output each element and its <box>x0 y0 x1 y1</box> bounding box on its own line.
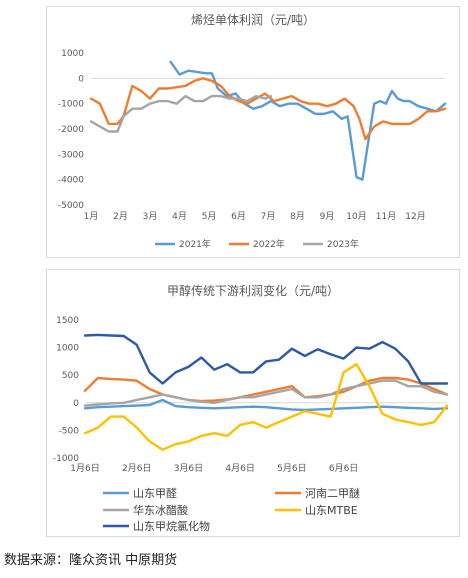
y-tick-label: -3000 <box>58 150 84 160</box>
legend-label: 山东甲醛 <box>133 486 177 500</box>
y-tick-label: -1000 <box>58 100 84 110</box>
legend-label: 2023年 <box>327 238 359 250</box>
series-line-2021年 <box>169 60 447 181</box>
y-tick-label: 0 <box>78 74 84 84</box>
y-tick-label: 1000 <box>56 344 79 354</box>
legend-label: 山东甲烷氯化物 <box>133 519 210 533</box>
series-line-2022年 <box>89 77 447 141</box>
y-tick-label: 1000 <box>61 49 84 59</box>
x-tick-label: 1月6日 <box>70 463 99 474</box>
y-tick-label: 0 <box>73 399 79 409</box>
x-tick-label: 3月 <box>143 211 158 222</box>
series-line-河南二甲醚 <box>83 376 449 403</box>
chart-panel-olefin-profit: 烯烃单体利润（元/吨） 1000 0 -1000 -2000 -3000 -4000 -500… <box>46 6 460 258</box>
x-tick-label: 7月 <box>261 211 276 222</box>
x-tick-label: 3月6日 <box>174 463 203 474</box>
chart-title: 甲醇传统下游利润变化（元/吨） <box>167 283 339 298</box>
series-line-山东甲醛 <box>83 398 449 412</box>
x-tick-label: 10月 <box>346 211 366 222</box>
y-tick-label: -4000 <box>58 176 84 186</box>
legend-label: 山东MTBE <box>305 504 358 517</box>
x-tick-label: 5月 <box>202 211 217 222</box>
x-tick-label: 2月6日 <box>122 463 151 474</box>
olefin-profit-chart: 烯烃单体利润（元/吨） 1000 0 -1000 -2000 -3000 -4000 -500… <box>58 13 447 250</box>
x-tick-label: 12月 <box>405 211 425 222</box>
x-tick-label: 6月 <box>231 211 246 222</box>
x-tick-label: 5月6日 <box>277 463 306 474</box>
x-tick-label: 8月 <box>290 211 305 222</box>
x-tick-label: 4月 <box>172 211 187 222</box>
x-tick-label: 11月 <box>376 211 396 222</box>
chart-panel-methanol-downstream: 甲醇传统下游利润变化（元/吨） 1500 1000 500 0 -500 -1000 1月6日… <box>46 269 460 537</box>
series-line-2023年 <box>89 94 273 133</box>
data-source-note: 数据来源：隆众资讯 中原期货 <box>4 553 178 568</box>
series-line-山东甲烷氯化物 <box>83 333 449 385</box>
methanol-downstream-chart: 甲醇传统下游利润变化（元/吨） 1500 1000 500 0 -500 -10001月6日… <box>53 283 449 533</box>
x-tick-label: 9月 <box>320 211 335 222</box>
chart-title: 烯烃单体利润（元/吨） <box>191 13 315 27</box>
x-tick-label: 6月6日 <box>329 463 358 474</box>
y-tick-label: -5000 <box>58 201 84 211</box>
series-line-华东冰醋酸 <box>83 379 449 407</box>
x-tick-label: 2月 <box>113 211 128 222</box>
legend-label: 2022年 <box>253 238 285 250</box>
legend-label: 2021年 <box>179 238 211 250</box>
y-tick-label: 500 <box>62 371 79 381</box>
y-tick-label: -500 <box>59 426 80 436</box>
y-tick-label: 1500 <box>56 316 79 326</box>
legend-label: 华东冰醋酸 <box>133 503 188 517</box>
x-tick-label: 4月6日 <box>225 463 254 474</box>
y-tick-label: -1000 <box>53 454 79 464</box>
series-line-山东MTBE <box>83 362 449 451</box>
x-tick-label: 1月 <box>84 211 99 222</box>
y-tick-label: -2000 <box>58 125 84 135</box>
legend-label: 河南二甲醚 <box>305 486 360 500</box>
